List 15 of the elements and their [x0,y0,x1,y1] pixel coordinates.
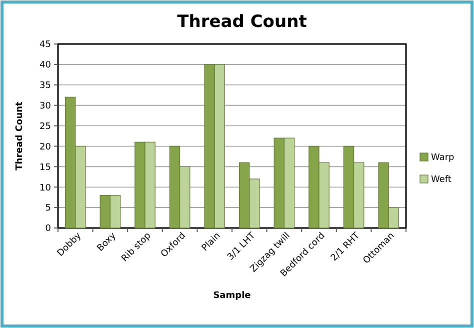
y-tick-label: 10 [40,183,52,194]
y-tick-label: 30 [40,101,52,112]
y-axis-title: Thread Count [15,100,25,170]
y-tick-label: 45 [40,40,51,50]
x-axis-title: Sample [213,291,251,301]
y-tick-label: 35 [40,81,51,92]
y-tick-label: 15 [40,162,51,173]
legend-label: Weft [431,175,452,185]
y-tick-label: 5 [45,204,51,214]
legend-label: Warp [431,153,455,163]
y-tick-label: 25 [40,122,51,132]
y-tick-label: 20 [40,142,52,152]
chart-title: Thread Count [177,12,307,32]
y-tick-label: 0 [45,224,52,234]
y-tick-label: 40 [40,60,52,71]
